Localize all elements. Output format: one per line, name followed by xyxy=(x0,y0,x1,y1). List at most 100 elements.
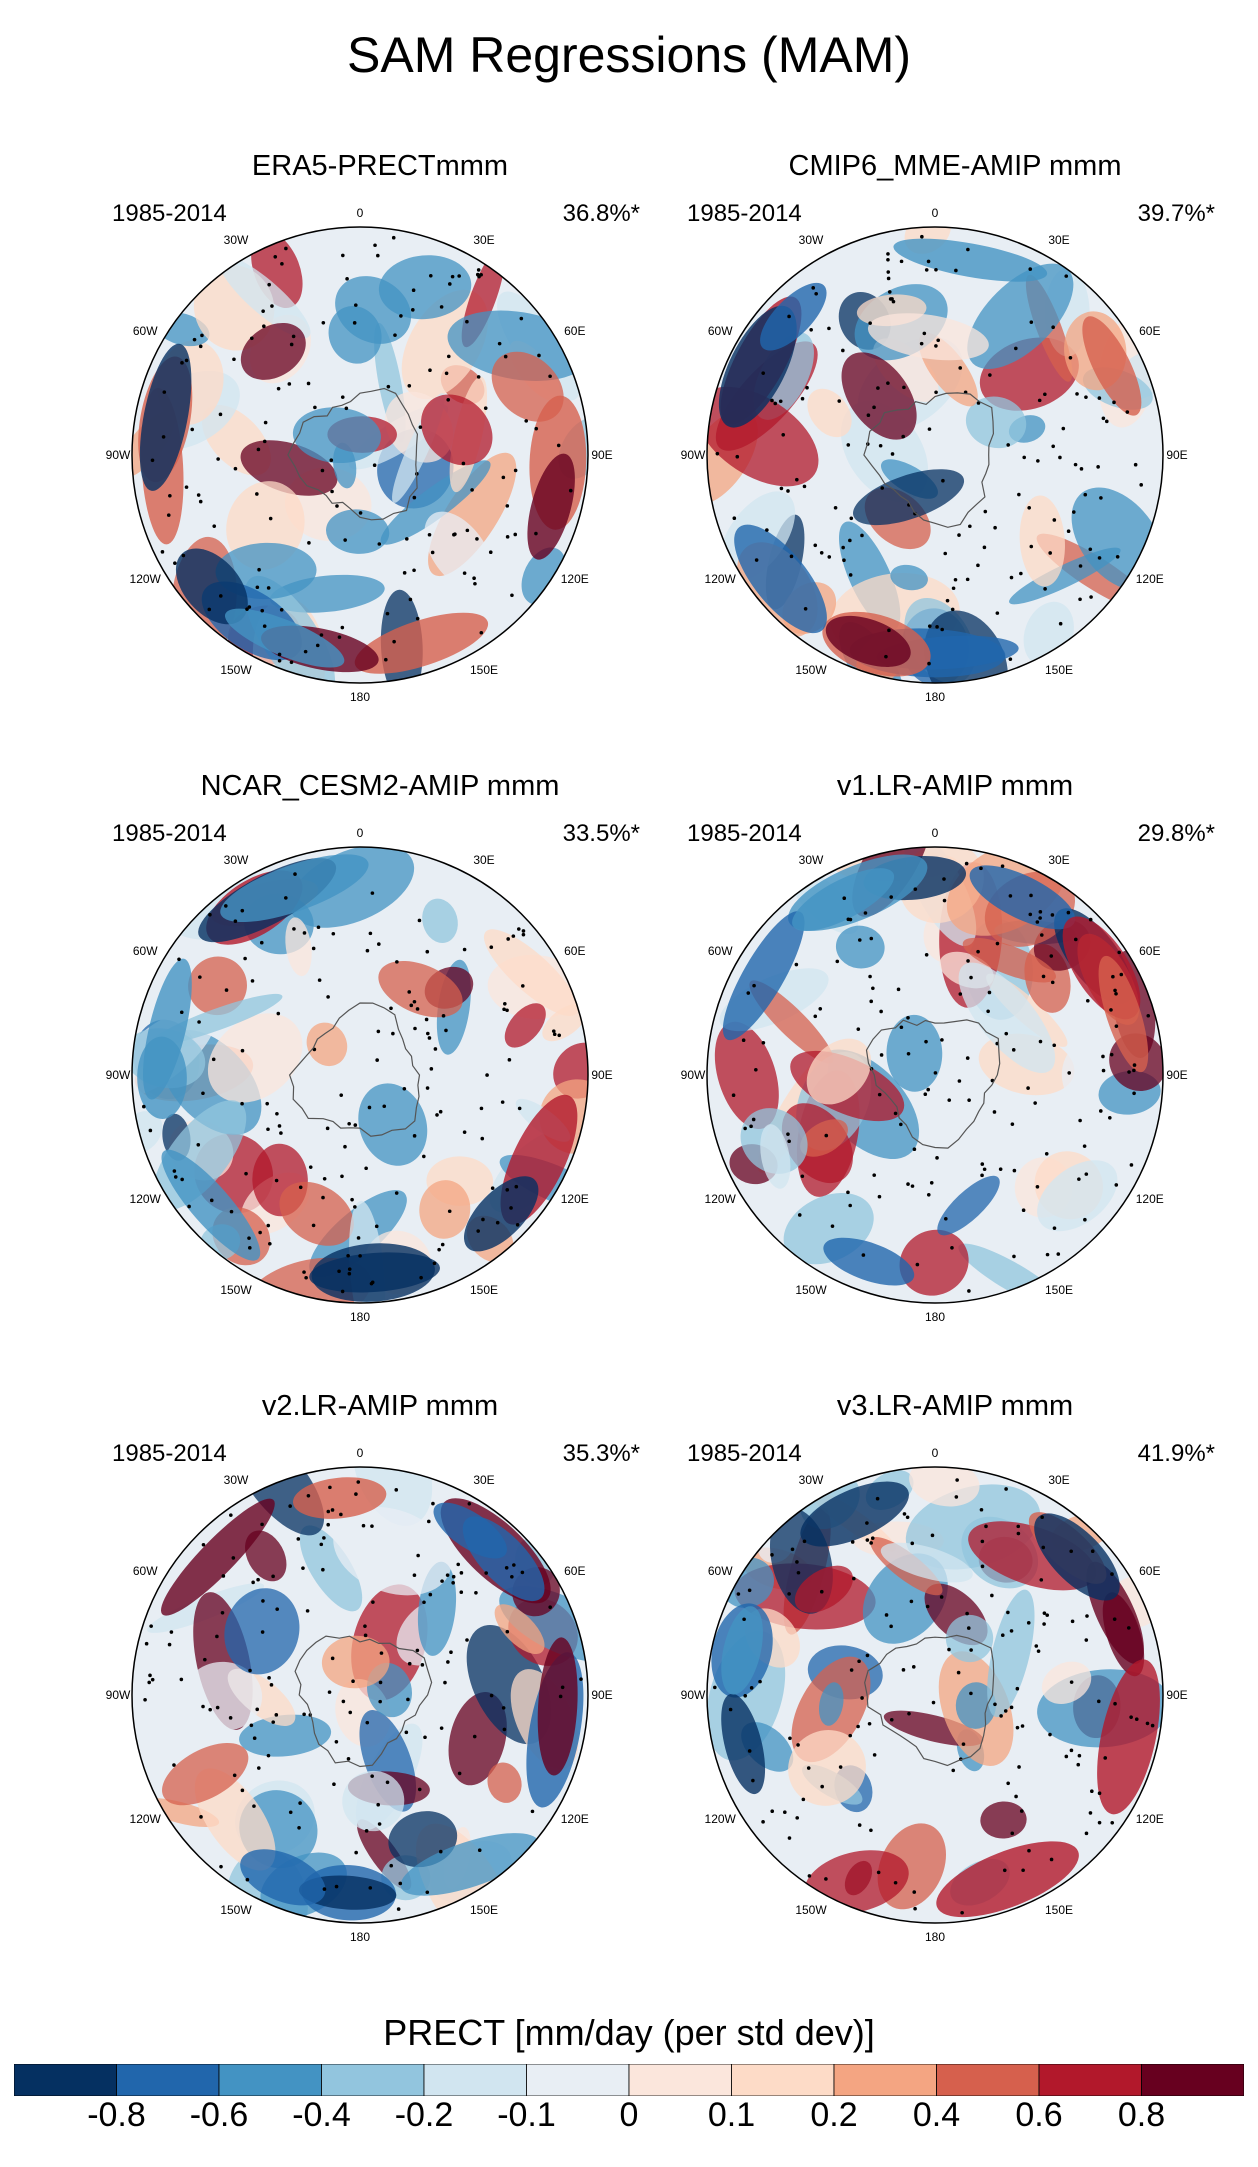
precip-field xyxy=(132,227,588,683)
colorbar-swatch xyxy=(833,2064,937,2096)
precip-field xyxy=(707,847,1163,1303)
colorbar-swatch xyxy=(116,2064,220,2096)
longitude-label: 60E xyxy=(1139,324,1160,338)
longitude-label: 90E xyxy=(1166,1688,1187,1702)
precip-field xyxy=(132,1467,588,1923)
longitude-label: 150E xyxy=(1045,663,1073,677)
longitude-label: 60W xyxy=(708,944,733,958)
longitude-label: 90E xyxy=(591,1068,612,1082)
longitude-label: 150W xyxy=(795,663,827,677)
longitude-label: 60W xyxy=(708,324,733,338)
colorbar-tick: -0.1 xyxy=(497,2096,556,2134)
panel-period: 1985-2014 xyxy=(687,200,802,227)
map-panel: 0 30E 60E 90E 120E 150E 180 150W 120W 90W 60W 30W NC… xyxy=(100,770,660,1330)
colorbar-tick-labels: -0.8 -0.6 -0.4 -0.2 -0.1 0 0.1 0.2 0.4 0.6 0.8 xyxy=(0,2096,1258,2146)
longitude-label: 60E xyxy=(1139,944,1160,958)
longitude-label: 90W xyxy=(681,1068,706,1082)
panel-period: 1985-2014 xyxy=(112,1440,227,1467)
longitude-label: 60E xyxy=(564,944,585,958)
panel-period: 1985-2014 xyxy=(112,200,227,227)
longitude-label: 180 xyxy=(350,1930,370,1944)
panel-title: v2.LR-AMIP mmm xyxy=(261,1390,499,1422)
longitude-label: 150W xyxy=(795,1903,827,1917)
longitude-label: 0 xyxy=(357,826,364,840)
longitude-label: 120E xyxy=(561,1192,589,1206)
longitude-label: 120E xyxy=(561,1812,589,1826)
colorbar-tick: -0.2 xyxy=(394,2096,454,2134)
colorbar-tick: -0.6 xyxy=(189,2096,249,2134)
colorbar-tick: 0.1 xyxy=(707,2096,756,2134)
panel-variance-percent: 29.8%* xyxy=(1137,820,1215,847)
panel-title: CMIP6_MME-AMIP mmm xyxy=(788,150,1122,182)
precip-field xyxy=(707,227,1163,683)
longitude-label: 150E xyxy=(1045,1283,1073,1297)
map-panel: 0 30E 60E 90E 120E 150E 180 150W 120W 90W 60W 30W ER… xyxy=(100,150,660,710)
colorbar-swatch xyxy=(14,2064,117,2096)
longitude-label: 30W xyxy=(224,1473,249,1487)
panel-period: 1985-2014 xyxy=(687,1440,802,1467)
longitude-label: 150W xyxy=(220,1903,252,1917)
longitude-label: 150W xyxy=(220,1283,252,1297)
longitude-label: 150E xyxy=(1045,1903,1073,1917)
longitude-label: 60W xyxy=(133,944,158,958)
panel-period: 1985-2014 xyxy=(687,820,802,847)
longitude-label: 180 xyxy=(925,1930,945,1944)
longitude-label: 150E xyxy=(470,1283,498,1297)
polar-map: 0 30E 60E 90E 120E 150E 180 150W 120W 90W 60W 30W xyxy=(106,1446,613,1944)
colorbar-swatch xyxy=(423,2064,527,2096)
panel-title: v1.LR-AMIP mmm xyxy=(836,770,1074,802)
longitude-label: 90E xyxy=(1166,448,1187,462)
panel-title: v3.LR-AMIP mmm xyxy=(836,1390,1074,1422)
longitude-label: 30E xyxy=(473,233,494,247)
longitude-label: 30W xyxy=(799,1473,824,1487)
panel-variance-percent: 35.3%* xyxy=(562,1440,640,1467)
longitude-label: 60W xyxy=(133,1564,158,1578)
longitude-label: 30E xyxy=(1048,1473,1069,1487)
polar-map: 0 30E 60E 90E 120E 150E 180 150W 120W 90W 60W 30W xyxy=(681,1446,1188,1944)
longitude-label: 90W xyxy=(681,448,706,462)
longitude-label: 180 xyxy=(925,1310,945,1324)
panel-title: ERA5-PRECTmmm xyxy=(251,150,509,182)
longitude-label: 120W xyxy=(130,1812,162,1826)
colorbar-swatch xyxy=(218,2064,322,2096)
map-panel: 0 30E 60E 90E 120E 150E 180 150W 120W 90W 60W 30W v2… xyxy=(100,1390,660,1950)
longitude-label: 0 xyxy=(932,826,939,840)
precip-field xyxy=(707,1467,1163,1923)
longitude-label: 180 xyxy=(350,1310,370,1324)
longitude-label: 0 xyxy=(932,1446,939,1460)
longitude-label: 90E xyxy=(591,448,612,462)
colorbar-tick: 0.8 xyxy=(1117,2096,1166,2134)
longitude-label: 180 xyxy=(925,690,945,704)
longitude-label: 120E xyxy=(1136,572,1164,586)
longitude-label: 90E xyxy=(1166,1068,1187,1082)
longitude-label: 150W xyxy=(220,663,252,677)
longitude-label: 120E xyxy=(561,572,589,586)
colorbar-swatch xyxy=(526,2064,630,2096)
colorbar-tick: -0.8 xyxy=(87,2096,146,2134)
precip-field xyxy=(132,847,588,1303)
polar-map: 0 30E 60E 90E 120E 150E 180 150W 120W 90W 60W 30W xyxy=(106,826,613,1324)
colorbar-tick: 0.2 xyxy=(810,2096,858,2134)
longitude-label: 60E xyxy=(564,324,585,338)
longitude-label: 120W xyxy=(705,1812,737,1826)
figure-title: SAM Regressions (MAM) xyxy=(347,27,911,83)
map-panel: 0 30E 60E 90E 120E 150E 180 150W 120W 90W 60W 30W v1… xyxy=(675,770,1235,1330)
colorbar-swatch xyxy=(731,2064,835,2096)
colorbar-swatch xyxy=(321,2064,425,2096)
longitude-label: 30E xyxy=(1048,853,1069,867)
longitude-label: 150E xyxy=(470,1903,498,1917)
longitude-label: 120W xyxy=(130,1192,162,1206)
longitude-label: 120W xyxy=(130,572,162,586)
colorbar-swatch xyxy=(936,2064,1040,2096)
longitude-label: 30E xyxy=(473,853,494,867)
map-panel: 0 30E 60E 90E 120E 150E 180 150W 120W 90W 60W 30W CM… xyxy=(675,150,1235,710)
longitude-label: 30E xyxy=(1048,233,1069,247)
panel-variance-percent: 36.8%* xyxy=(562,200,640,227)
longitude-label: 150W xyxy=(795,1283,827,1297)
colorbar xyxy=(14,2064,1244,2096)
longitude-label: 0 xyxy=(932,206,939,220)
polar-map: 0 30E 60E 90E 120E 150E 180 150W 120W 90W 60W 30W xyxy=(106,206,613,704)
longitude-label: 90W xyxy=(106,448,131,462)
colorbar-tick: 0.6 xyxy=(1015,2096,1063,2134)
longitude-label: 90E xyxy=(591,1688,612,1702)
